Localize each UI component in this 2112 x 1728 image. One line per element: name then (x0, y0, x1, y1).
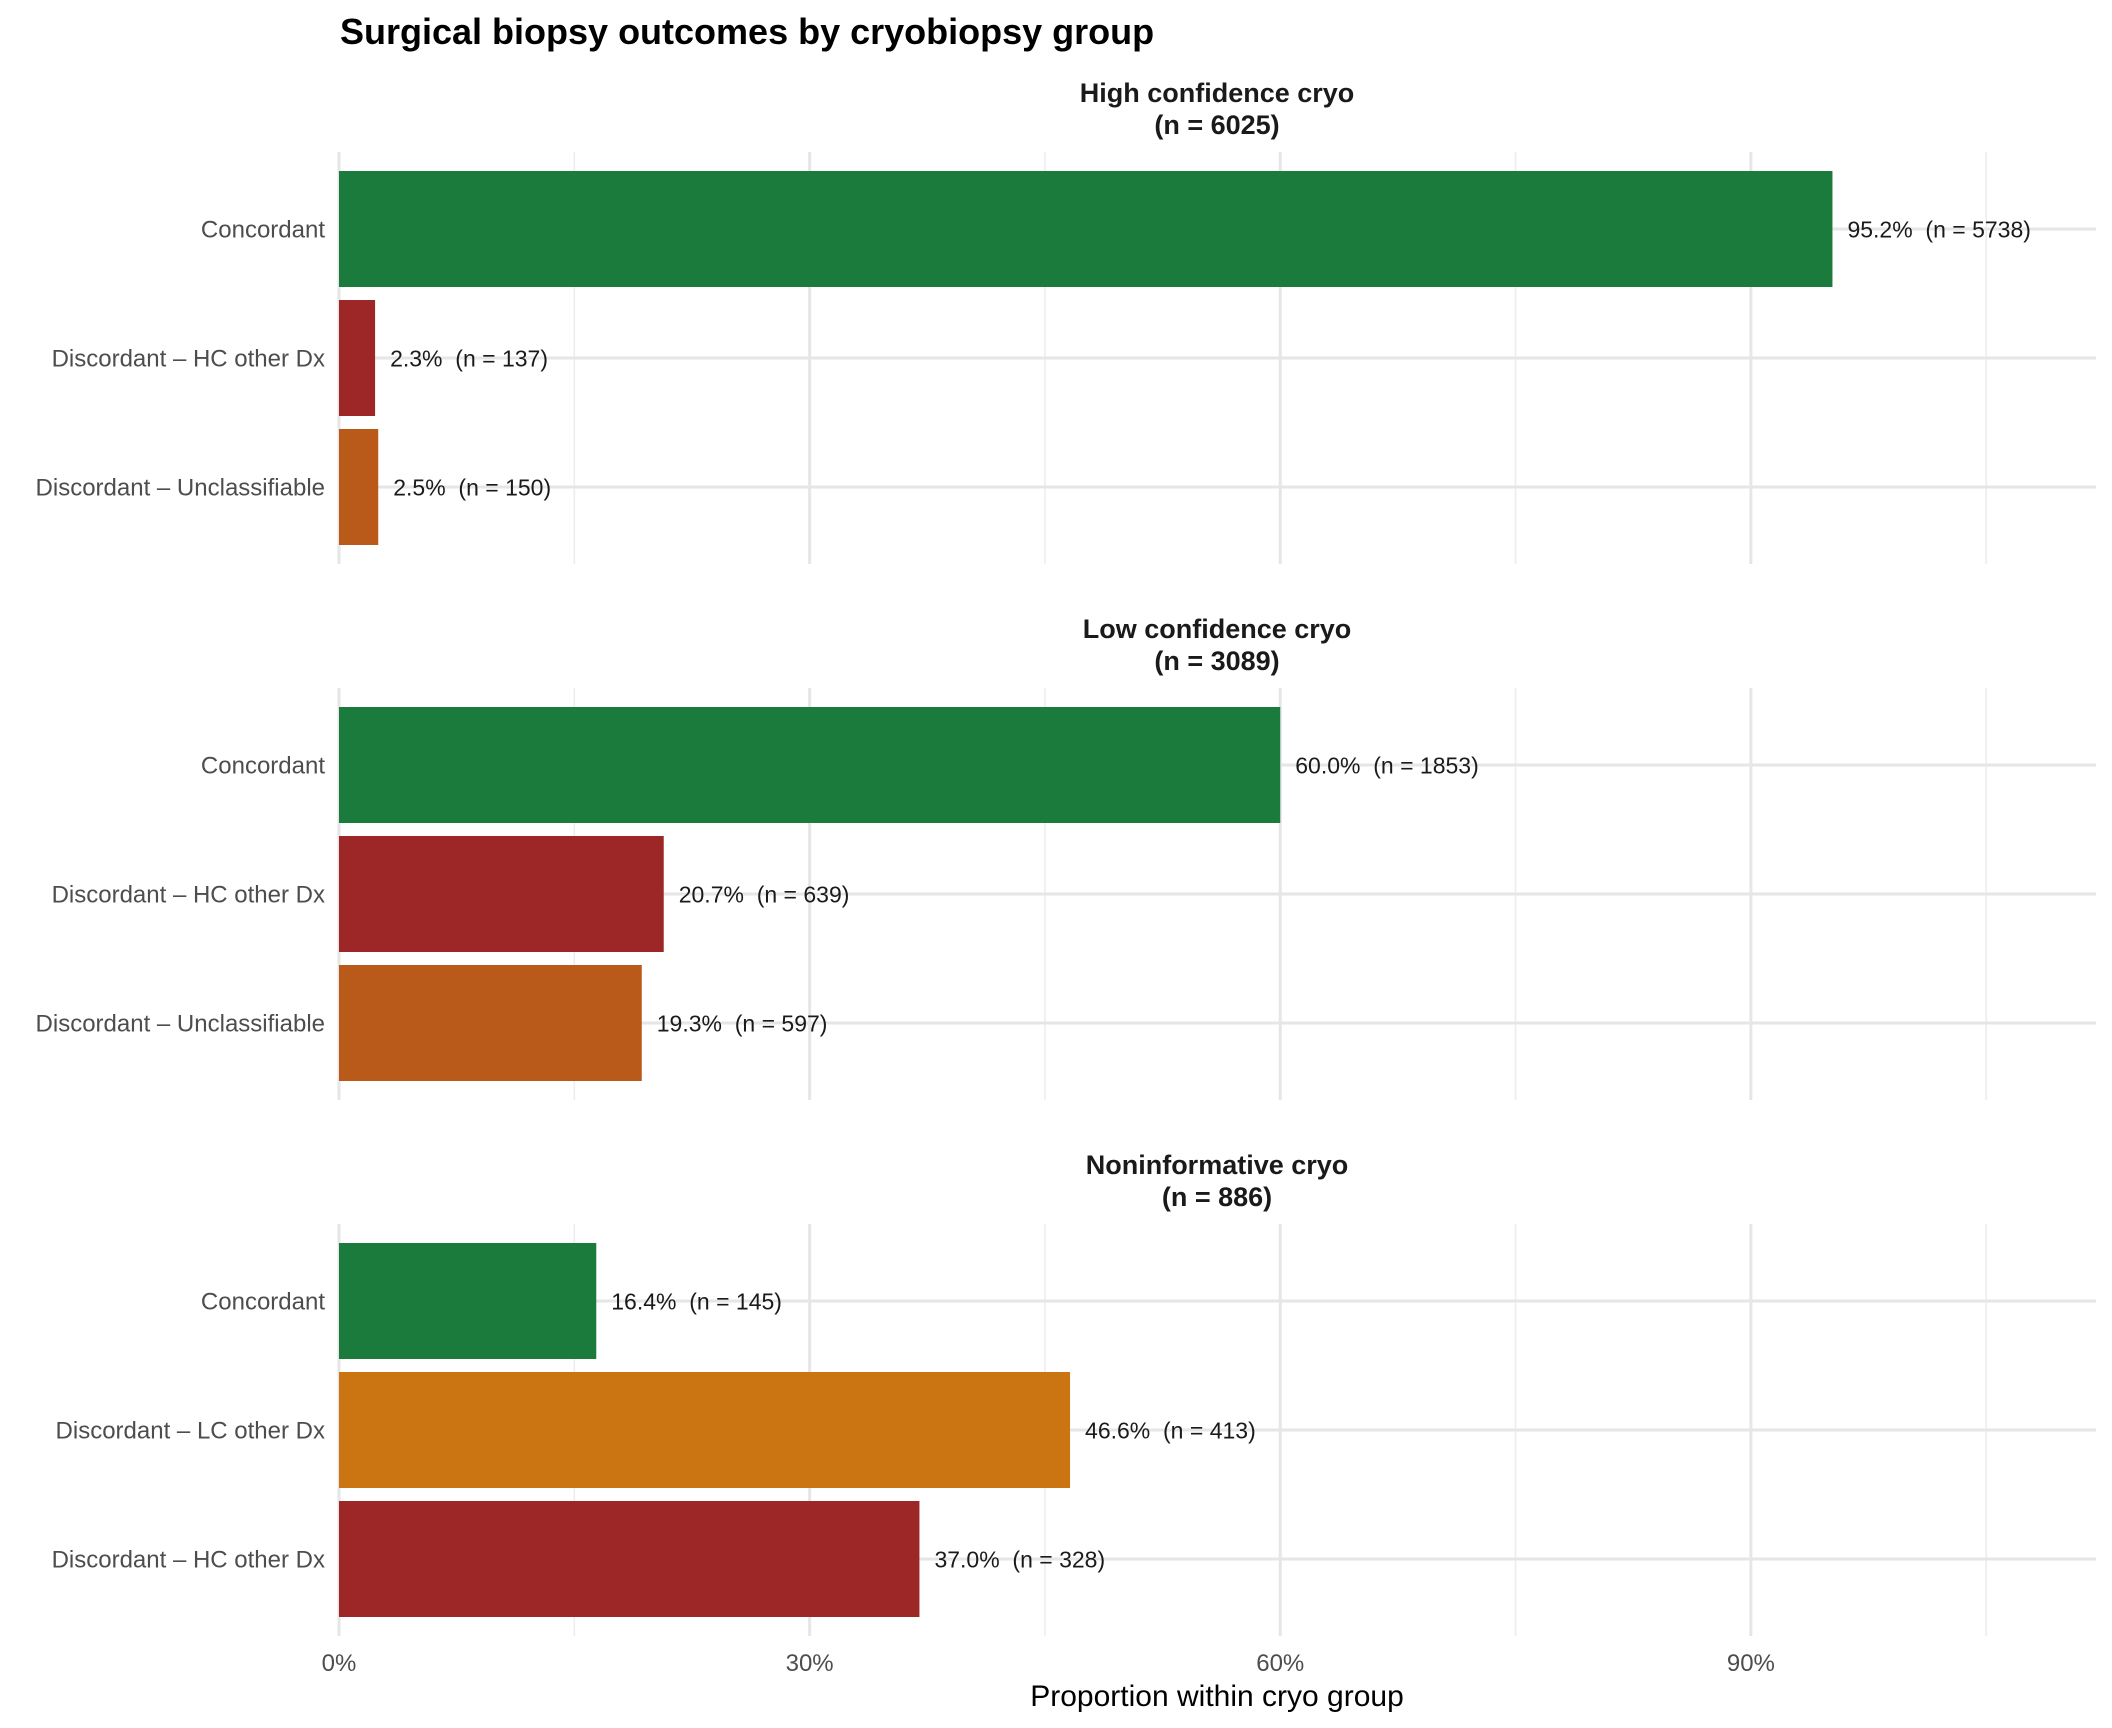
data-label: 16.4% (n = 145) (611, 1289, 782, 1315)
x-tick-label: 90% (1727, 1650, 1775, 1677)
y-tick-label: Discordant – Unclassifiable (36, 1011, 325, 1038)
panel-1: High confidence cryo(n = 6025) Concordant… (36, 78, 2096, 564)
bar (339, 836, 664, 952)
y-tick-label: Discordant – Unclassifiable (36, 475, 325, 502)
data-label: 2.5% (n = 150) (393, 475, 551, 501)
panel-3: Noninformative cryo(n = 886) Concordant 16… (52, 1150, 2096, 1636)
panel-title: Low confidence cryo (1083, 614, 1352, 644)
y-tick-label: Discordant – LC other Dx (56, 1418, 325, 1445)
panel-2: Low confidence cryo(n = 3089) Concordant 6… (36, 614, 2096, 1100)
y-tick-label: Discordant – HC other Dx (52, 346, 325, 373)
bar (339, 1243, 597, 1359)
panel-subtitle: (n = 3089) (1154, 646, 1279, 676)
panels: High confidence cryo(n = 6025) Concordant… (36, 78, 2096, 1636)
data-label: 19.3% (n = 597) (657, 1011, 828, 1037)
bar (339, 300, 376, 416)
panel-title: High confidence cryo (1080, 78, 1355, 108)
bar (339, 171, 1833, 287)
data-label: 95.2% (n = 5738) (1847, 217, 2030, 243)
panel-subtitle: (n = 886) (1162, 1182, 1272, 1212)
x-tick-label: 30% (786, 1650, 834, 1677)
bar (339, 429, 379, 545)
chart-title: Surgical biopsy outcomes by cryobiopsy g… (340, 11, 1154, 52)
data-label: 60.0% (n = 1853) (1295, 753, 1478, 779)
panel-subtitle: (n = 6025) (1154, 110, 1279, 140)
data-label: 37.0% (n = 328) (934, 1547, 1105, 1573)
x-tick-label: 60% (1256, 1650, 1304, 1677)
bar (339, 1372, 1071, 1488)
bar (339, 965, 642, 1081)
panel-title: Noninformative cryo (1086, 1150, 1349, 1180)
y-tick-label: Discordant – HC other Dx (52, 882, 325, 909)
y-tick-label: Discordant – HC other Dx (52, 1547, 325, 1574)
y-tick-label: Concordant (201, 1289, 325, 1316)
x-tick-label: 0% (322, 1650, 357, 1677)
data-label: 20.7% (n = 639) (679, 882, 850, 908)
y-tick-label: Concordant (201, 753, 325, 780)
y-tick-label: Concordant (201, 217, 325, 244)
data-label: 46.6% (n = 413) (1085, 1418, 1256, 1444)
data-label: 2.3% (n = 137) (390, 346, 548, 372)
x-axis: 0% 30% 60% 90% (322, 1650, 1775, 1677)
x-axis-title: Proportion within cryo group (1030, 1680, 1404, 1713)
bar (339, 1501, 920, 1617)
bar (339, 707, 1281, 823)
